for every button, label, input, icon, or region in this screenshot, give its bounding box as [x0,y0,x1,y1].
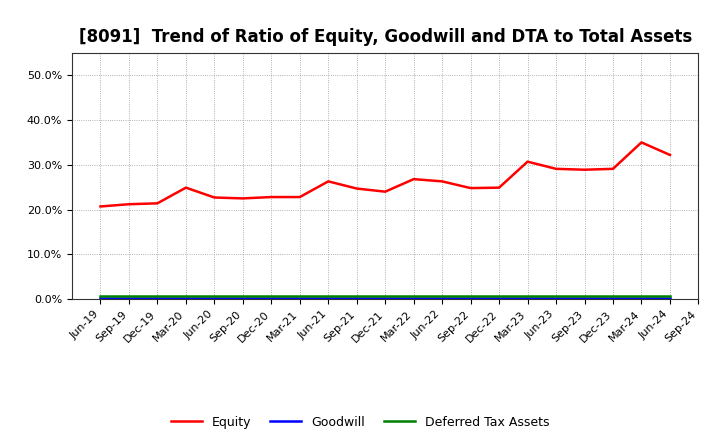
Equity [637,140,646,145]
Deferred Tax Assets [410,293,418,299]
Equity [523,159,532,164]
Deferred Tax Assets [153,293,162,299]
Equity [267,194,276,200]
Goodwill [181,296,190,301]
Goodwill [410,296,418,301]
Deferred Tax Assets [608,293,617,299]
Title: [8091]  Trend of Ratio of Equity, Goodwill and DTA to Total Assets: [8091] Trend of Ratio of Equity, Goodwil… [78,28,692,46]
Equity [125,202,133,207]
Goodwill [153,296,162,301]
Goodwill [580,296,589,301]
Deferred Tax Assets [523,293,532,299]
Goodwill [381,296,390,301]
Equity [238,196,247,201]
Legend: Equity, Goodwill, Deferred Tax Assets: Equity, Goodwill, Deferred Tax Assets [166,411,554,434]
Equity [410,176,418,182]
Deferred Tax Assets [181,293,190,299]
Deferred Tax Assets [580,293,589,299]
Deferred Tax Assets [552,293,560,299]
Deferred Tax Assets [665,293,674,299]
Goodwill [267,296,276,301]
Deferred Tax Assets [467,293,475,299]
Equity [438,179,446,184]
Goodwill [324,296,333,301]
Deferred Tax Assets [295,293,304,299]
Goodwill [608,296,617,301]
Deferred Tax Assets [324,293,333,299]
Goodwill [125,296,133,301]
Goodwill [467,296,475,301]
Deferred Tax Assets [238,293,247,299]
Deferred Tax Assets [637,293,646,299]
Equity [381,189,390,194]
Equity [96,204,105,209]
Goodwill [295,296,304,301]
Equity [665,152,674,158]
Line: Equity: Equity [101,143,670,206]
Equity [153,201,162,206]
Equity [324,179,333,184]
Deferred Tax Assets [438,293,446,299]
Goodwill [438,296,446,301]
Goodwill [665,296,674,301]
Equity [210,195,219,200]
Equity [580,167,589,172]
Goodwill [637,296,646,301]
Equity [608,166,617,172]
Deferred Tax Assets [352,293,361,299]
Equity [181,185,190,190]
Goodwill [495,296,503,301]
Deferred Tax Assets [125,293,133,299]
Equity [467,185,475,191]
Goodwill [238,296,247,301]
Deferred Tax Assets [495,293,503,299]
Goodwill [96,296,105,301]
Equity [295,194,304,200]
Goodwill [210,296,219,301]
Goodwill [523,296,532,301]
Deferred Tax Assets [381,293,390,299]
Equity [352,186,361,191]
Goodwill [552,296,560,301]
Equity [495,185,503,190]
Deferred Tax Assets [210,293,219,299]
Deferred Tax Assets [96,293,105,299]
Deferred Tax Assets [267,293,276,299]
Equity [552,166,560,172]
Goodwill [352,296,361,301]
